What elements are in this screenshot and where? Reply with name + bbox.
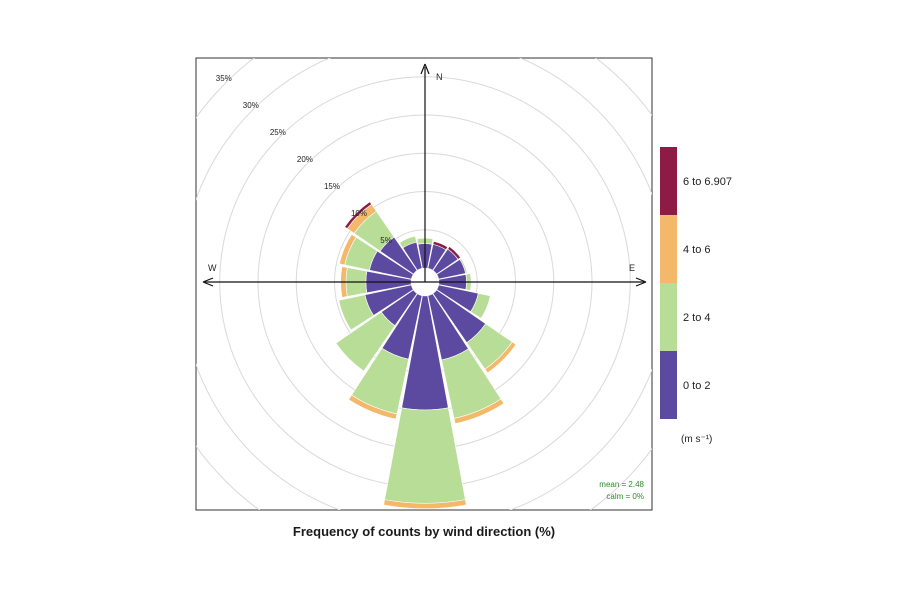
radial-tick-label: 25% — [270, 128, 286, 137]
legend-label: 4 to 6 — [683, 244, 711, 256]
radial-tick-labels: 5% 10% 15% 20% 25% 30% 35% — [216, 74, 392, 245]
radial-tick-label: 20% — [297, 155, 313, 164]
petal-sw-2 — [335, 311, 396, 372]
legend-swatch — [660, 215, 677, 283]
petal-ene-2 — [459, 258, 468, 274]
petal-nnw-2 — [399, 235, 417, 249]
calm-annotation: calm = 0% — [606, 492, 644, 501]
compass-label-e: E — [629, 263, 635, 273]
petal-s-3 — [383, 499, 467, 509]
petal-ssw-3 — [348, 394, 398, 420]
legend: 6 to 6.907 4 to 6 2 to 4 0 to 2 — [660, 147, 732, 419]
petal-nw-4 — [344, 201, 372, 229]
arrow-west — [202, 277, 214, 287]
legend-swatch — [660, 147, 677, 215]
mean-annotation: mean = 2.48 — [599, 480, 644, 489]
legend-units: (m s⁻¹) — [681, 434, 712, 445]
petal-wsw-2 — [338, 294, 374, 331]
compass-label-w: W — [208, 263, 217, 273]
petal-ne-4 — [447, 246, 461, 260]
compass-axes — [202, 63, 647, 287]
petal-se-3 — [484, 341, 517, 374]
petal-ese-2 — [470, 292, 491, 319]
arrow-north — [420, 63, 430, 75]
legend-swatch — [660, 351, 677, 419]
radial-tick-label: 15% — [324, 182, 340, 191]
legend-label: 0 to 2 — [683, 380, 711, 392]
legend-label: 2 to 4 — [683, 312, 711, 324]
chart-caption: Frequency of counts by wind direction (%… — [292, 524, 556, 539]
radial-tick-label: 35% — [216, 74, 232, 83]
arrow-east — [635, 277, 647, 287]
legend-swatch — [660, 283, 677, 351]
radial-tick-label: 5% — [380, 236, 392, 245]
petal-wnw-3 — [339, 233, 357, 266]
radial-tick-label: 10% — [351, 209, 367, 218]
legend-label: 6 to 6.907 — [683, 176, 732, 188]
radial-tick-label: 30% — [243, 101, 259, 110]
petal-sse-3 — [453, 398, 505, 425]
petals — [335, 201, 517, 509]
petal-nne-4 — [432, 241, 449, 251]
compass-label-n: N — [436, 72, 443, 82]
